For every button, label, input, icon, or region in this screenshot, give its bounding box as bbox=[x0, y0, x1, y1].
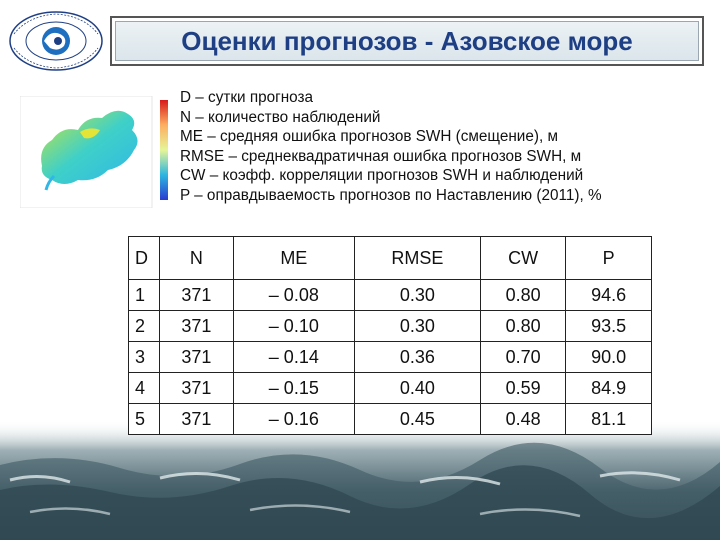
legend-line-me: ME – средняя ошибка прогнозов SWH (смеще… bbox=[180, 128, 558, 146]
title-box: Оценки прогнозов - Азовское море bbox=[110, 16, 704, 66]
table-cell: 4 bbox=[128, 372, 160, 404]
table-cell: 371 bbox=[159, 341, 234, 373]
table-row: 1 371 – 0.08 0.30 0.80 94.6 bbox=[128, 279, 652, 311]
table-cell: – 0.14 bbox=[232, 341, 355, 373]
table-cell: – 0.15 bbox=[232, 372, 355, 404]
table-row: 2 371 – 0.10 0.30 0.80 93.5 bbox=[128, 310, 652, 342]
table-cell: 84.9 bbox=[565, 372, 652, 404]
table-cell: 81.1 bbox=[565, 403, 652, 435]
legend-line-cw: CW – коэфф. корреляции прогнозов SWH и н… bbox=[180, 167, 584, 185]
table-header-row: D N ME RMSE CW P bbox=[128, 236, 652, 280]
table-cell: – 0.10 bbox=[232, 310, 355, 342]
legend-line-p: P – оправдываемость прогнозов по Наставл… bbox=[180, 186, 602, 204]
table-row: 4 371 – 0.15 0.40 0.59 84.9 bbox=[128, 372, 652, 404]
header-cell-rmse: RMSE bbox=[353, 236, 481, 280]
table-cell: 0.40 bbox=[353, 372, 481, 404]
table-cell: 0.30 bbox=[353, 310, 481, 342]
azov-sea-wave-map-icon bbox=[20, 96, 168, 208]
table-cell: 371 bbox=[159, 279, 234, 311]
legend-line-rmse: RMSE – среднеквадратичная ошибка прогноз… bbox=[180, 147, 582, 165]
legend-line-d: D – сутки прогноза bbox=[180, 89, 314, 106]
table-cell: 0.36 bbox=[353, 341, 481, 373]
table-cell: 1 bbox=[128, 279, 160, 311]
header-cell-cw: CW bbox=[479, 236, 567, 280]
legend: D – сутки прогноза N – количество наблюд… bbox=[180, 88, 700, 206]
table-cell: 371 bbox=[159, 403, 234, 435]
table-cell: 2 bbox=[128, 310, 160, 342]
table-cell: 3 bbox=[128, 341, 160, 373]
header-cell-d: D bbox=[128, 236, 160, 280]
header-cell-me: ME bbox=[232, 236, 355, 280]
table-cell: 0.59 bbox=[479, 372, 567, 404]
table-cell: 94.6 bbox=[565, 279, 652, 311]
table-cell: 0.80 bbox=[479, 279, 567, 311]
table-cell: 0.30 bbox=[353, 279, 481, 311]
page-title: Оценки прогнозов - Азовское море bbox=[181, 25, 633, 56]
header-cell-n: N bbox=[159, 236, 234, 280]
table-row: 3 371 – 0.14 0.36 0.70 90.0 bbox=[128, 341, 652, 373]
table-cell: 371 bbox=[159, 310, 234, 342]
table-cell: – 0.16 bbox=[232, 403, 355, 435]
table-cell: 5 bbox=[128, 403, 160, 435]
table-cell: 0.70 bbox=[479, 341, 567, 373]
header-cell-p: P bbox=[565, 236, 652, 280]
table-cell: 90.0 bbox=[565, 341, 652, 373]
table-cell: 0.80 bbox=[479, 310, 567, 342]
table-cell: 0.48 bbox=[479, 403, 567, 435]
table-cell: – 0.08 bbox=[232, 279, 355, 311]
forecast-table: D N ME RMSE CW P 1 371 – 0.08 0.30 0.80 … bbox=[128, 236, 652, 435]
table-cell: 371 bbox=[159, 372, 234, 404]
legend-line-n: N – количество наблюдений bbox=[180, 108, 381, 126]
hydromet-center-logo-icon bbox=[9, 11, 103, 71]
table-row: 5 371 – 0.16 0.45 0.48 81.1 bbox=[128, 403, 652, 435]
table-cell: 0.45 bbox=[353, 403, 481, 435]
sea-waves-photo-icon bbox=[0, 420, 720, 540]
table-cell: 93.5 bbox=[565, 310, 652, 342]
